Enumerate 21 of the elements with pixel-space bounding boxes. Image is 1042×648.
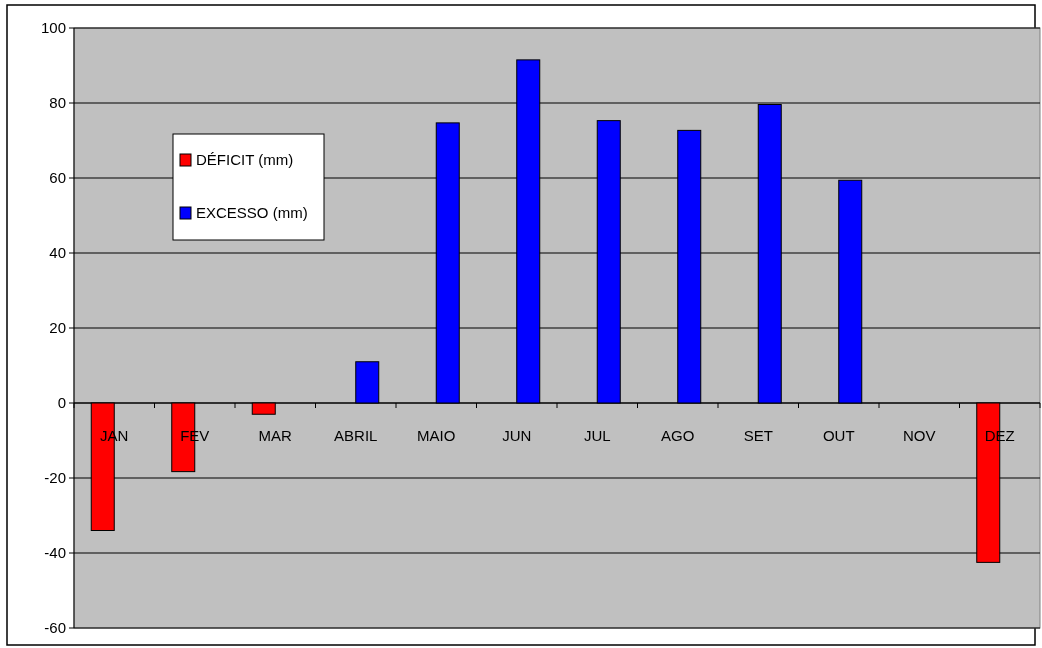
y-tick-label: 80 bbox=[49, 94, 66, 112]
y-tick-label: -40 bbox=[44, 544, 66, 562]
x-tick-label: NOV bbox=[902, 427, 936, 444]
legend-label: DÉFICIT (mm) bbox=[196, 151, 294, 169]
x-tick-label: AGO bbox=[661, 427, 695, 444]
x-tick-label: MAIO bbox=[417, 427, 456, 444]
x-tick-label: MAR bbox=[258, 427, 293, 444]
x-tick-label: FEV bbox=[180, 427, 210, 444]
x-tick-label: JUN bbox=[502, 427, 532, 444]
y-tick-label: -20 bbox=[44, 469, 66, 487]
y-tick-label: 100 bbox=[40, 19, 66, 37]
x-tick-label: SET bbox=[743, 427, 773, 444]
y-tick-label: 60 bbox=[49, 169, 66, 187]
x-tick-label: JUL bbox=[583, 427, 611, 444]
x-tick-label: OUT bbox=[822, 427, 855, 444]
y-tick-label: -60 bbox=[44, 619, 66, 637]
y-tick-label: 20 bbox=[49, 319, 66, 337]
x-tick-label: ABRIL bbox=[334, 427, 378, 444]
y-tick-label: 0 bbox=[57, 394, 66, 412]
y-tick-label: 40 bbox=[49, 244, 66, 262]
legend-label: EXCESSO (mm) bbox=[196, 204, 308, 222]
